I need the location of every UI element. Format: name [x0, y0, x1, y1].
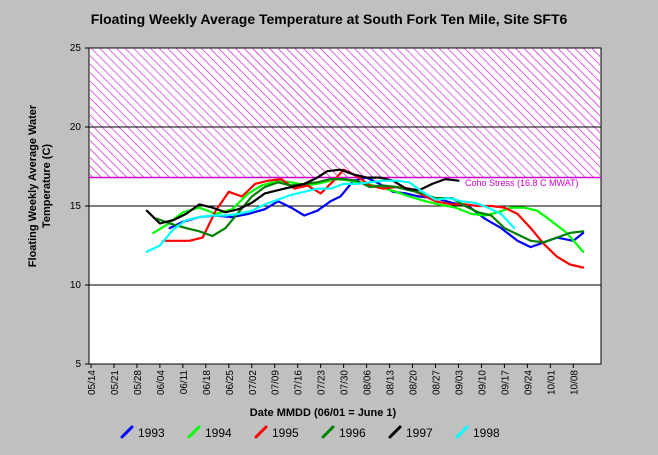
x-tick-label: 09/03: [454, 370, 465, 395]
x-axis-title: Date MMDD (06/01 = June 1): [250, 407, 397, 419]
legend-swatch-1997: [388, 425, 402, 439]
y-tick-label: 5: [75, 359, 81, 370]
y-tick-label: 15: [70, 201, 82, 212]
x-tick-label: 06/25: [225, 370, 236, 395]
x-tick-label: 08/13: [386, 370, 397, 395]
series-group: [145, 168, 585, 269]
x-tick-label: 10/01: [546, 370, 557, 395]
y-tick-label: 10: [70, 280, 82, 291]
x-tick-label: 08/20: [409, 370, 420, 395]
x-tick-label: 07/09: [271, 370, 282, 395]
y-axis-title-line2: Temperature (C): [41, 144, 53, 228]
x-tick-label: 06/18: [202, 370, 213, 395]
grid-lines: [89, 126, 601, 286]
legend-label-1994: 1994: [205, 426, 232, 440]
x-tick-label: 10/08: [569, 370, 580, 395]
series-line-1996: [155, 178, 585, 244]
legend-label-1995: 1995: [272, 426, 299, 440]
y-tick-label: 20: [70, 122, 82, 133]
x-tick-label: 09/10: [477, 370, 488, 395]
x-tick-label: 07/30: [340, 370, 351, 395]
stress-band-hatch: [90, 48, 600, 178]
y-axis-title-line1: Floating Weekly Average Water: [27, 104, 39, 267]
y-axis-ticks: 5 10 15 20 25: [70, 43, 89, 370]
x-tick-label: 06/11: [179, 370, 190, 395]
x-tick-label: 07/16: [294, 370, 305, 395]
x-tick-label: 05/21: [110, 370, 121, 395]
x-tick-label: 07/23: [317, 370, 328, 395]
x-tick-label: 09/24: [523, 370, 534, 395]
x-tick-label: 05/28: [133, 370, 144, 395]
legend-label-1997: 1997: [406, 426, 433, 440]
coho-stress-band: [89, 48, 601, 179]
x-tick-label: 09/17: [500, 370, 511, 395]
legend-swatch-1998: [455, 425, 469, 439]
legend-swatch-1995: [254, 425, 268, 439]
x-tick-label: 07/02: [248, 370, 259, 395]
legend-swatch-1993: [120, 425, 134, 439]
legend-swatch-1994: [187, 425, 201, 439]
legend: 1993 1994 1995 1996 1997 1998: [120, 425, 500, 440]
x-axis-ticks: 05/14 05/21 05/28 06/04 06/11 06/18 06/25 07/02…: [87, 364, 580, 395]
x-tick-label: 05/14: [87, 370, 98, 395]
legend-label-1996: 1996: [339, 426, 366, 440]
chart-title: Floating Weekly Average Temperature at S…: [91, 11, 568, 27]
legend-label-1993: 1993: [138, 426, 165, 440]
legend-label-1998: 1998: [473, 426, 500, 440]
coho-stress-label: Coho Stress (16.8 C MWAT): [465, 178, 579, 188]
series-line-1997: [145, 168, 460, 225]
x-tick-label: 08/06: [363, 370, 374, 395]
x-tick-label: 06/04: [156, 370, 167, 395]
x-tick-label: 08/27: [432, 370, 443, 395]
series-line-1995: [162, 168, 585, 269]
y-tick-label: 25: [70, 43, 82, 54]
series-line-1998: [145, 179, 516, 253]
series-line-1993: [168, 176, 585, 249]
legend-swatch-1996: [321, 425, 335, 439]
